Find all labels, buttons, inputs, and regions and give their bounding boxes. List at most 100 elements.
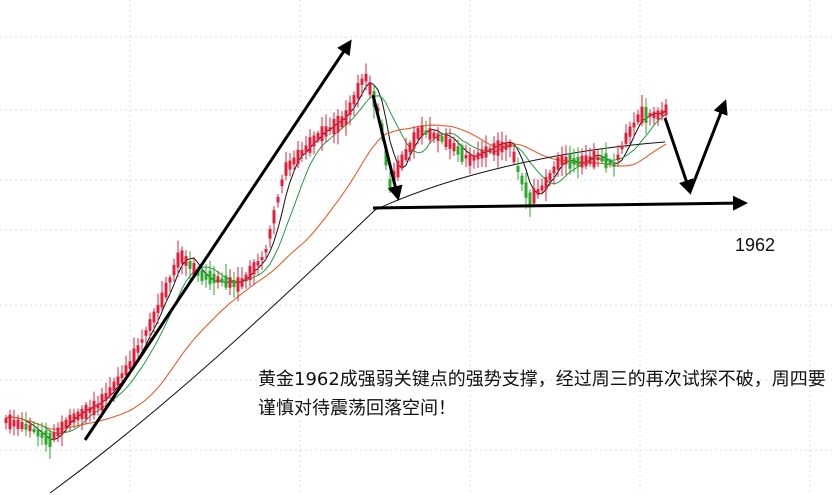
- candle-body: [460, 145, 464, 162]
- candle-body: [272, 210, 276, 224]
- candle-body: [356, 83, 360, 99]
- candle-body: [64, 419, 68, 429]
- candle-body: [28, 424, 32, 432]
- candle-body: [664, 104, 668, 115]
- candle-body: [188, 261, 192, 269]
- candle-body: [296, 149, 300, 165]
- candle-body: [468, 154, 472, 166]
- candle-body: [16, 419, 20, 429]
- candle-body: [652, 111, 656, 119]
- candle-body: [492, 143, 496, 155]
- candle-body: [228, 277, 232, 288]
- candle-body: [388, 178, 392, 192]
- candle-body: [316, 132, 320, 142]
- candle-body: [368, 82, 372, 95]
- candle-body: [584, 155, 588, 167]
- trend-arrows: [83, 39, 748, 441]
- candle-body: [304, 145, 308, 153]
- candle-body: [524, 182, 528, 198]
- candle-body: [200, 269, 204, 282]
- candle-body: [360, 78, 364, 85]
- candle-body: [344, 110, 348, 126]
- candle-body: [536, 189, 540, 195]
- candle-body: [72, 413, 76, 423]
- candle-body: [196, 270, 200, 276]
- candle-body: [84, 404, 88, 420]
- candle-body: [220, 278, 224, 283]
- candle-body: [20, 421, 24, 430]
- candle-body: [628, 126, 632, 137]
- candle-body: [400, 154, 404, 169]
- candle-body: [108, 387, 112, 397]
- candle-body: [40, 432, 44, 438]
- candle-body: [152, 311, 156, 323]
- candle-body: [204, 273, 208, 280]
- candle-body: [576, 156, 580, 167]
- candle-body: [92, 400, 96, 416]
- forecast-down-arrow: [663, 117, 694, 195]
- candle-body: [416, 128, 420, 139]
- candle-body: [216, 276, 220, 283]
- candle-body: [264, 249, 268, 253]
- candle-body: [396, 160, 400, 178]
- candle-body: [48, 432, 52, 448]
- candle-body: [332, 119, 336, 135]
- candle-body: [660, 110, 664, 117]
- candle-body: [616, 154, 620, 161]
- candle-body: [644, 107, 648, 123]
- candle-body: [252, 262, 256, 275]
- candle-body: [404, 149, 408, 160]
- candle-body: [140, 339, 144, 343]
- candle-body: [496, 140, 500, 156]
- candle-body: [352, 95, 356, 105]
- candle-body: [280, 179, 284, 187]
- candle-body: [504, 142, 508, 150]
- candle-body: [408, 142, 412, 153]
- candle-body: [336, 115, 340, 133]
- candle-body: [208, 270, 212, 285]
- candle-body: [132, 348, 136, 366]
- candle-body: [464, 155, 468, 159]
- candle-body: [444, 134, 448, 147]
- candle-body: [640, 106, 644, 124]
- candle-body: [580, 155, 584, 168]
- candle-body: [448, 139, 452, 149]
- candle-body: [412, 132, 416, 149]
- forecast-up-arrow: [688, 99, 728, 193]
- candle-body: [180, 250, 184, 264]
- candle-body: [600, 156, 604, 162]
- uptrend-arrow: [83, 39, 352, 441]
- candle-body: [484, 146, 488, 158]
- candle-body: [384, 148, 388, 166]
- candle-body: [348, 102, 352, 116]
- candle-body: [528, 192, 532, 208]
- candle-body: [44, 430, 48, 445]
- candle-body: [60, 421, 64, 435]
- candle-body: [80, 408, 84, 420]
- candle-body: [548, 173, 552, 181]
- candle-body: [100, 394, 104, 411]
- candle-body: [648, 113, 652, 117]
- candle-body: [544, 176, 548, 190]
- candle-body: [224, 275, 228, 288]
- candle-body: [532, 188, 536, 204]
- candle-body: [480, 149, 484, 159]
- candle-body: [424, 130, 428, 135]
- candle-body: [324, 126, 328, 137]
- candle-body: [136, 345, 140, 353]
- candle-body: [240, 278, 244, 287]
- candle-body: [656, 110, 660, 120]
- candle-body: [292, 157, 296, 165]
- candle-body: [320, 126, 324, 142]
- candle-body: [476, 152, 480, 160]
- candle-body: [12, 419, 16, 427]
- candle-body: [236, 277, 240, 292]
- candle-body: [608, 161, 612, 165]
- candle-body: [552, 166, 556, 174]
- candle-body: [268, 228, 272, 239]
- candle-body: [572, 158, 576, 165]
- candle-body: [128, 361, 132, 369]
- candle-body: [596, 156, 600, 161]
